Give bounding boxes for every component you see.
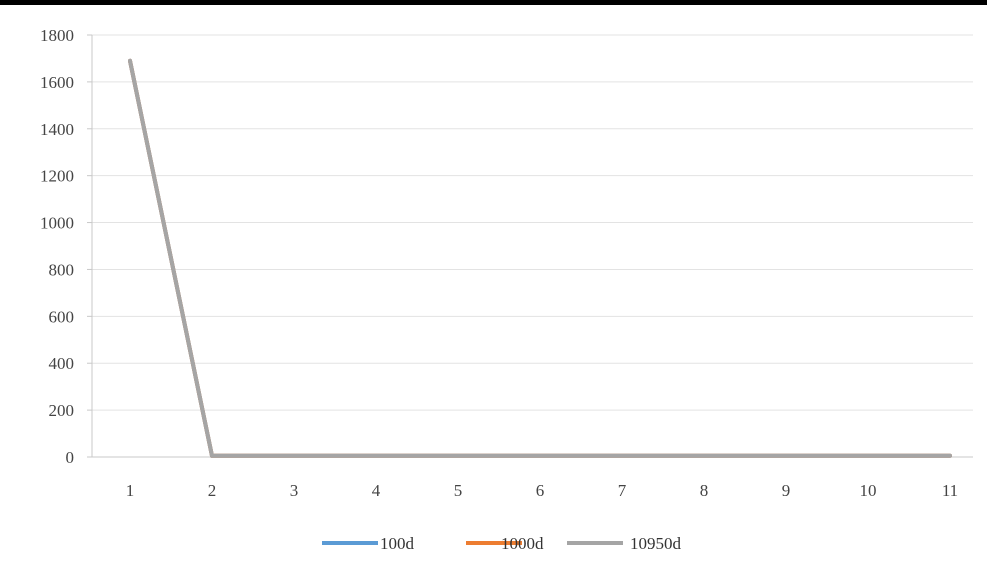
x-tick-label: 6 — [536, 481, 545, 500]
x-axis-tick-labels: 1 2 3 4 5 6 7 8 9 10 11 — [126, 481, 958, 500]
y-tick-label: 600 — [49, 307, 75, 326]
y-axis-tick-labels: 0 200 400 600 800 1000 1200 1400 1600 1800 — [40, 26, 74, 467]
x-tick-label: 3 — [290, 481, 299, 500]
y-tick-label: 1400 — [40, 120, 74, 139]
x-tick-label: 7 — [618, 481, 627, 500]
y-tick-label: 200 — [49, 401, 75, 420]
x-tick-label: 9 — [782, 481, 791, 500]
x-tick-label: 1 — [126, 481, 135, 500]
y-tick-label: 1200 — [40, 167, 74, 186]
legend-label: 100d — [380, 534, 415, 553]
x-tick-label: 2 — [208, 481, 217, 500]
legend-item: 100d — [322, 534, 415, 553]
y-tick-label: 1800 — [40, 26, 74, 45]
series-line-10950d — [128, 58, 952, 458]
series-lines — [128, 58, 952, 458]
x-tick-label: 5 — [454, 481, 463, 500]
y-tick-label: 0 — [66, 448, 75, 467]
y-tick-label: 1600 — [40, 73, 74, 92]
legend-item: 10950d — [567, 534, 682, 553]
y-tick-label: 800 — [49, 260, 75, 279]
legend-item: 1000d — [466, 534, 544, 553]
x-tick-label: 8 — [700, 481, 709, 500]
legend-label: 1000d — [501, 534, 544, 553]
y-tick-label: 1000 — [40, 214, 74, 233]
gridlines — [92, 34, 973, 411]
x-tick-label: 11 — [942, 481, 958, 500]
legend-label: 10950d — [630, 534, 682, 553]
x-tick-label: 4 — [372, 481, 381, 500]
x-tick-label: 10 — [860, 481, 877, 500]
y-tick-label: 400 — [49, 354, 75, 373]
top-border — [0, 0, 987, 5]
legend: 100d 1000d 10950d — [322, 534, 682, 553]
